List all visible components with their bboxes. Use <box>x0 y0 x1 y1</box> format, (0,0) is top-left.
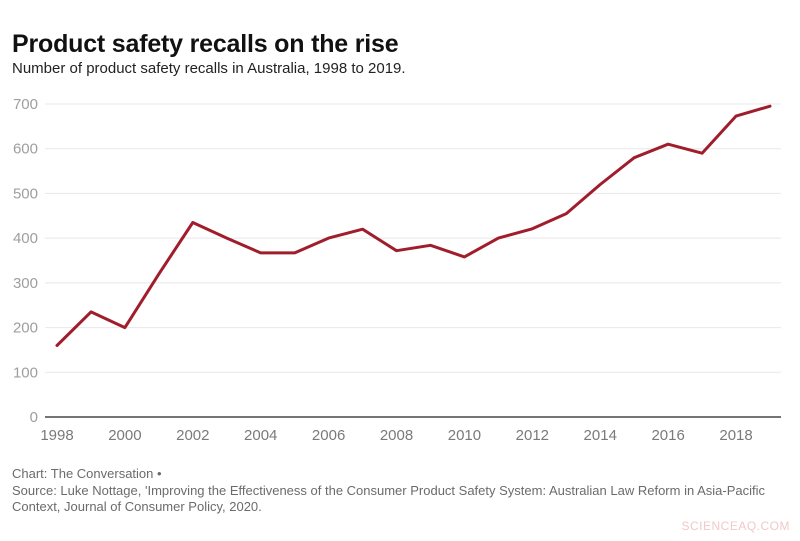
y-tick-label: 600 <box>13 141 38 158</box>
x-tick-label: 2010 <box>448 427 481 444</box>
chart-title: Product safety recalls on the rise <box>12 29 399 58</box>
x-tick-label: 2000 <box>108 427 141 444</box>
x-tick-label: 2014 <box>584 427 617 444</box>
x-tick-label: 2008 <box>380 427 413 444</box>
watermark-text: SCIENCEAQ.COM <box>681 519 790 533</box>
x-tick-label: 2018 <box>719 427 752 444</box>
y-tick-label: 500 <box>13 185 38 202</box>
recalls-line-chart: 0 100 200 300 400 500 600 700 1998 2000 2002 2004 20… <box>13 96 781 444</box>
y-tick-label: 300 <box>13 275 38 292</box>
x-tick-label: 1998 <box>40 427 73 444</box>
chart-credit: Chart: The Conversation • <box>12 466 162 481</box>
x-tick-label: 2002 <box>176 427 209 444</box>
y-tick-label: 700 <box>13 96 38 113</box>
y-tick-label: 200 <box>13 320 38 337</box>
x-tick-label: 2006 <box>312 427 345 444</box>
chart-subtitle: Number of product safety recalls in Aust… <box>12 60 406 77</box>
y-tick-label: 100 <box>13 364 38 381</box>
chart-source: Source: Luke Nottage, 'Improving the Eff… <box>12 482 765 515</box>
chart-footer: Chart: The Conversation • Source: Luke N… <box>12 466 776 516</box>
y-tick-label: 400 <box>13 230 38 247</box>
x-tick-label: 2016 <box>651 427 684 444</box>
y-tick-label: 0 <box>30 409 38 426</box>
x-tick-label: 2012 <box>516 427 549 444</box>
recalls-data-line <box>55 104 772 347</box>
x-tick-label: 2004 <box>244 427 277 444</box>
